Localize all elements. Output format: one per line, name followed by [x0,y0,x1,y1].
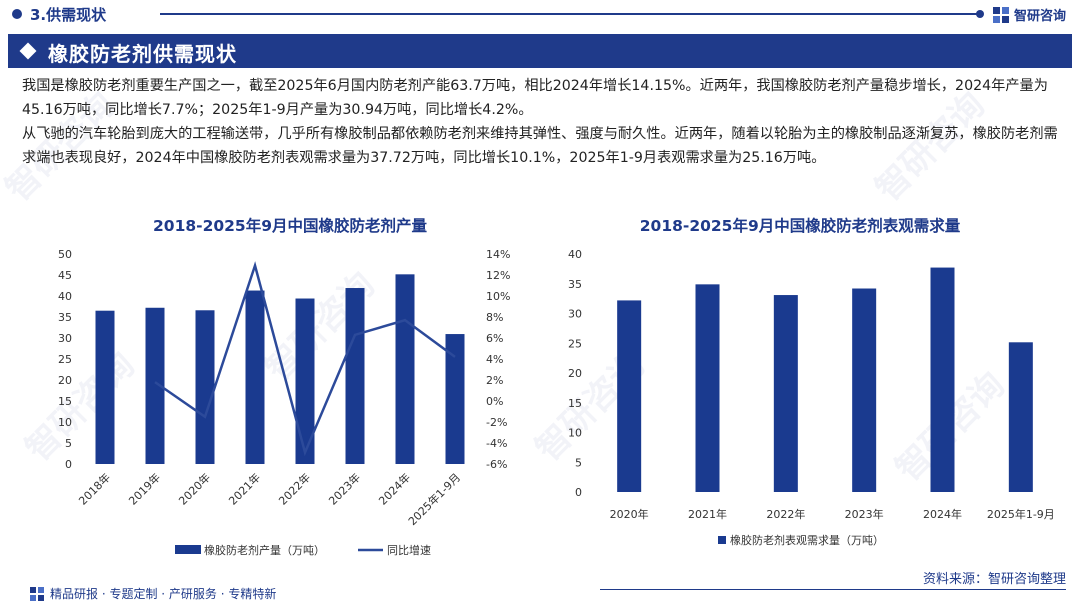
y-tick-label: 10 [58,416,72,429]
y-tick-label: 0 [65,458,72,471]
y2-tick-label: -4% [486,437,507,450]
chart-title-demand: 2018-2025年9月中国橡胶防老剂表观需求量 [639,217,961,235]
paragraph: 从飞驰的汽车轮胎到庞大的工程输送带，几乎所有橡胶制品都依赖防老剂来维持其弹性、强… [22,126,1058,166]
y2-tick-label: -6% [486,458,507,471]
paragraph: 我国是橡胶防老剂重要生产国之一，截至2025年6月国内防老剂产能63.7万吨，相… [22,78,1048,118]
legend-bar-label: 橡胶防老剂表观需求量（万吨） [730,533,884,547]
footer-divider [600,589,1066,590]
x-tick-label: 2023年 [845,507,884,521]
title-bar: 橡胶防老剂供需现状 [8,34,1072,68]
chart-title-production: 2018-2025年9月中国橡胶防老剂产量 [153,217,427,235]
y-tick-label: 15 [568,397,582,410]
x-tick-label: 2022年 [276,470,313,507]
x-tick-label: 2021年 [226,470,263,507]
y2-tick-label: 2% [486,374,503,387]
production-bar [195,310,215,464]
y-tick-label: 5 [575,456,582,469]
x-tick-label: 2019年 [126,470,163,507]
x-tick-label: 2022年 [766,507,805,521]
demand-bar [930,267,955,492]
brand-logo: 智研咨询 [992,5,1066,24]
x-tick-label: 2020年 [176,470,213,507]
production-chart: 0 5 10 15 20 25 30 35 40 45 50 -6% -4% -2% 0% 2% 4% 6% 8% 1… [58,248,510,557]
y-tick-label: 20 [58,374,72,387]
demand-bar [1008,342,1033,492]
y-tick-label: 50 [58,248,72,261]
y2-tick-label: 0% [486,395,503,408]
demand-bar [773,295,798,492]
y-tick-label: 40 [568,248,582,261]
brand-name: 智研咨询 [1013,9,1066,24]
y2-tick-label: 4% [486,353,503,366]
production-bar [445,334,465,464]
growth-rate-line [154,261,456,457]
y2-tick-label: 12% [486,269,510,282]
section-label: 3.供需现状 [30,6,107,24]
source-note: 资料来源：智研咨询整理 [922,572,1066,587]
x-tick-label: 2021年 [688,507,727,521]
top-bar: 3.供需现状 智研咨询 [0,0,1080,30]
x-tick-label: 2025年1-9月 [405,470,463,528]
y-tick-label: 45 [58,269,72,282]
y-tick-label: 10 [568,427,582,440]
production-bar [245,290,265,464]
legend-bar-swatch [718,536,726,544]
y-tick-label: 15 [58,395,72,408]
body-text: 我国是橡胶防老剂重要生产国之一，截至2025年6月国内防老剂产能63.7万吨，相… [22,74,1062,170]
y-tick-label: 40 [58,290,72,303]
demand-bar [617,300,642,492]
legend-bar-label: 橡胶防老剂产量（万吨） [204,543,325,557]
x-tick-label: 2023年 [326,470,363,507]
footer-tagline-group: 精品研报 · 专题定制 · 产研服务 · 专精特新 [30,585,276,602]
y-tick-label: 0 [575,486,582,499]
x-tick-label: 2024年 [376,470,413,507]
y-tick-label: 25 [568,337,582,350]
y-tick-label: 30 [568,308,582,321]
production-bar [145,307,165,464]
brand-small-icon [30,586,44,601]
y2-tick-label: 14% [486,248,510,261]
x-tick-label: 2018年 [76,470,113,507]
y-tick-label: 25 [58,353,72,366]
bullet-icon [12,9,22,19]
y-tick-label: 5 [65,437,72,450]
y-tick-label: 20 [568,367,582,380]
demand-bar [695,284,720,492]
header-divider [160,10,984,18]
x-tick-label: 2020年 [610,507,649,521]
x-tick-label: 2025年1-9月 [987,507,1055,521]
legend-line-label: 同比增速 [387,543,431,557]
y2-tick-label: 6% [486,332,503,345]
demand-chart: 0 5 10 15 20 25 30 35 40 2020年 2021年 2022年 2023年 2024… [568,248,1055,547]
footer-tagline: 精品研报 · 专题定制 · 产研服务 · 专精特新 [50,587,277,601]
y2-tick-label: 8% [486,311,503,324]
production-bar [345,288,365,464]
diamond-icon [19,42,37,60]
brand-logo-icon [992,6,1009,23]
legend-bar-swatch [175,545,201,554]
y2-tick-label: -2% [486,416,507,429]
production-bar [395,274,415,464]
y-tick-label: 35 [58,311,72,324]
y-tick-label: 30 [58,332,72,345]
y-tick-label: 35 [568,278,582,291]
page-title: 橡胶防老剂供需现状 [48,42,237,66]
x-tick-label: 2024年 [923,507,962,521]
y2-tick-label: 10% [486,290,510,303]
production-bar [295,298,315,464]
production-bar [95,310,115,464]
demand-bar [852,288,877,492]
